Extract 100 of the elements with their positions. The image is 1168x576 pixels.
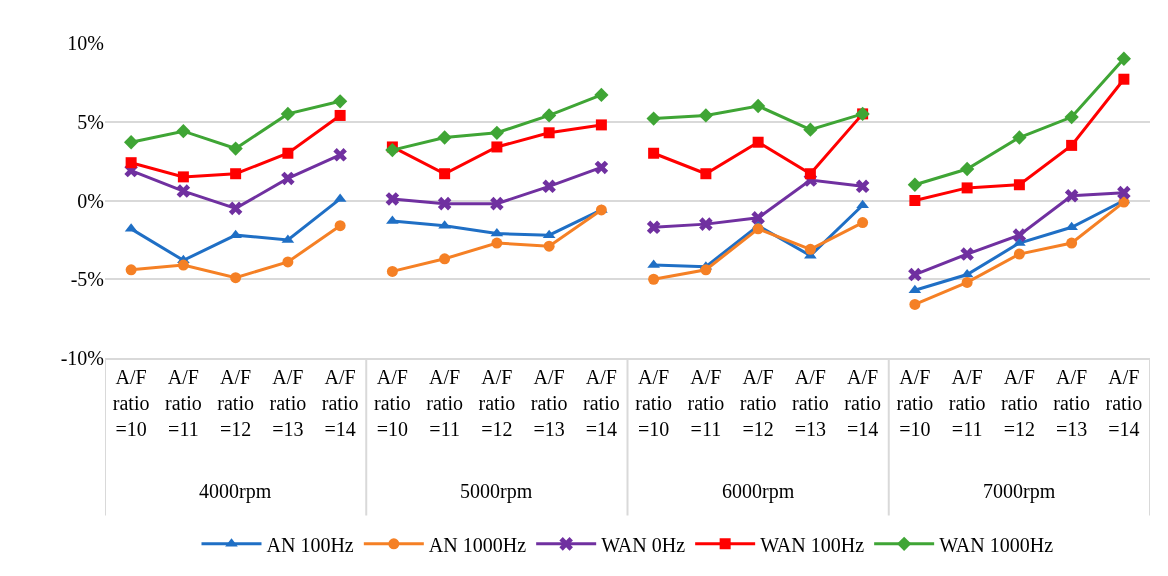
x-tick-label: A/F ratio =10 (374, 366, 411, 440)
x-tick-label: A/F ratio =11 (426, 366, 463, 440)
point (541, 108, 557, 123)
x-tick-label: A/F ratio =11 (687, 366, 725, 440)
point (177, 259, 189, 271)
x-tick-label: A/F ratio =13 (530, 366, 568, 440)
point (281, 171, 295, 186)
point (439, 253, 451, 265)
legend-label: WAN 1000Hz (939, 533, 1054, 556)
point (1117, 185, 1131, 200)
point (1012, 130, 1027, 145)
point (543, 127, 555, 139)
text: 5000rpm (460, 480, 533, 503)
point (282, 256, 294, 268)
point (385, 142, 400, 158)
point (1064, 189, 1079, 203)
point (333, 148, 347, 162)
y-tick-label: -5% (70, 268, 104, 291)
x-tick-label: A/F ratio =14 (583, 366, 620, 440)
point (595, 119, 607, 131)
x-tick-label: A/F ratio =12 (739, 366, 777, 440)
point (489, 125, 505, 140)
text: 4000rpm (199, 480, 272, 503)
y-tick-label: 5% (77, 110, 104, 133)
point (125, 157, 137, 169)
point (280, 106, 296, 122)
point (176, 124, 191, 139)
x-tick-label: A/F ratio =13 (1053, 366, 1090, 440)
point (699, 217, 713, 231)
point (385, 192, 400, 206)
point (648, 273, 660, 285)
point (594, 87, 609, 103)
point (282, 147, 294, 159)
point (176, 184, 191, 198)
point (908, 284, 922, 294)
point (491, 141, 503, 153)
point (960, 247, 974, 261)
point (804, 168, 816, 180)
point (908, 267, 922, 282)
point (646, 111, 661, 126)
point (543, 240, 555, 252)
point (490, 196, 504, 211)
point (909, 195, 921, 206)
point (751, 211, 765, 225)
x-tick-label: A/F ratio =10 (112, 366, 150, 440)
x-tick-label: A/F ratio =10 (635, 366, 672, 440)
x-tick-label: A/F ratio =14 (321, 366, 359, 440)
point (439, 168, 451, 180)
x-tick-label: A/F ratio =13 (269, 366, 307, 440)
x-tick-label: A/F ratio =12 (478, 366, 516, 440)
point (437, 130, 452, 145)
point (228, 201, 243, 216)
point (700, 168, 712, 180)
point (228, 141, 243, 156)
point (959, 161, 975, 177)
point (700, 264, 712, 276)
point (230, 168, 242, 180)
point (177, 171, 189, 183)
x-tick-label: A/F ratio =13 (792, 366, 829, 440)
point (961, 276, 973, 288)
point (907, 177, 923, 192)
point (334, 109, 346, 121)
point (961, 182, 973, 194)
point (125, 264, 137, 276)
point (857, 217, 869, 229)
point (855, 179, 870, 194)
point (646, 220, 661, 235)
point (1066, 237, 1078, 249)
point (594, 160, 609, 175)
x-tick-label: A/F ratio =14 (1105, 366, 1143, 440)
point (698, 108, 714, 123)
x-tick-label: A/F ratio =10 (896, 366, 934, 440)
point (1116, 51, 1132, 66)
y-tick-label: -10% (60, 347, 104, 369)
point (334, 220, 346, 232)
legend-label: AN 100Hz (266, 533, 354, 556)
point (386, 265, 398, 277)
legend-label: WAN 0Hz (601, 533, 686, 556)
point (123, 135, 139, 150)
point (1013, 179, 1025, 191)
point (1118, 73, 1130, 85)
text: 6000rpm (722, 480, 795, 503)
point (230, 272, 242, 284)
point (1012, 228, 1027, 242)
x-tick-label: A/F ratio =14 (844, 366, 881, 440)
x-tick-label: A/F ratio =11 (165, 366, 202, 440)
point (1013, 248, 1025, 260)
point (437, 196, 452, 211)
legend-label: WAN 100Hz (760, 533, 865, 556)
point (803, 122, 818, 137)
legend-label: AN 1000Hz (428, 533, 527, 556)
point (542, 179, 556, 194)
point (1066, 139, 1078, 151)
x-tick-label: A/F ratio =11 (948, 366, 986, 440)
x-tick-label: A/F ratio =12 (1001, 366, 1038, 440)
x-tick-label: A/F ratio =12 (217, 366, 254, 440)
y-tick-label: 0% (77, 189, 104, 212)
point (804, 243, 816, 255)
point (750, 98, 766, 114)
point (1064, 109, 1079, 125)
